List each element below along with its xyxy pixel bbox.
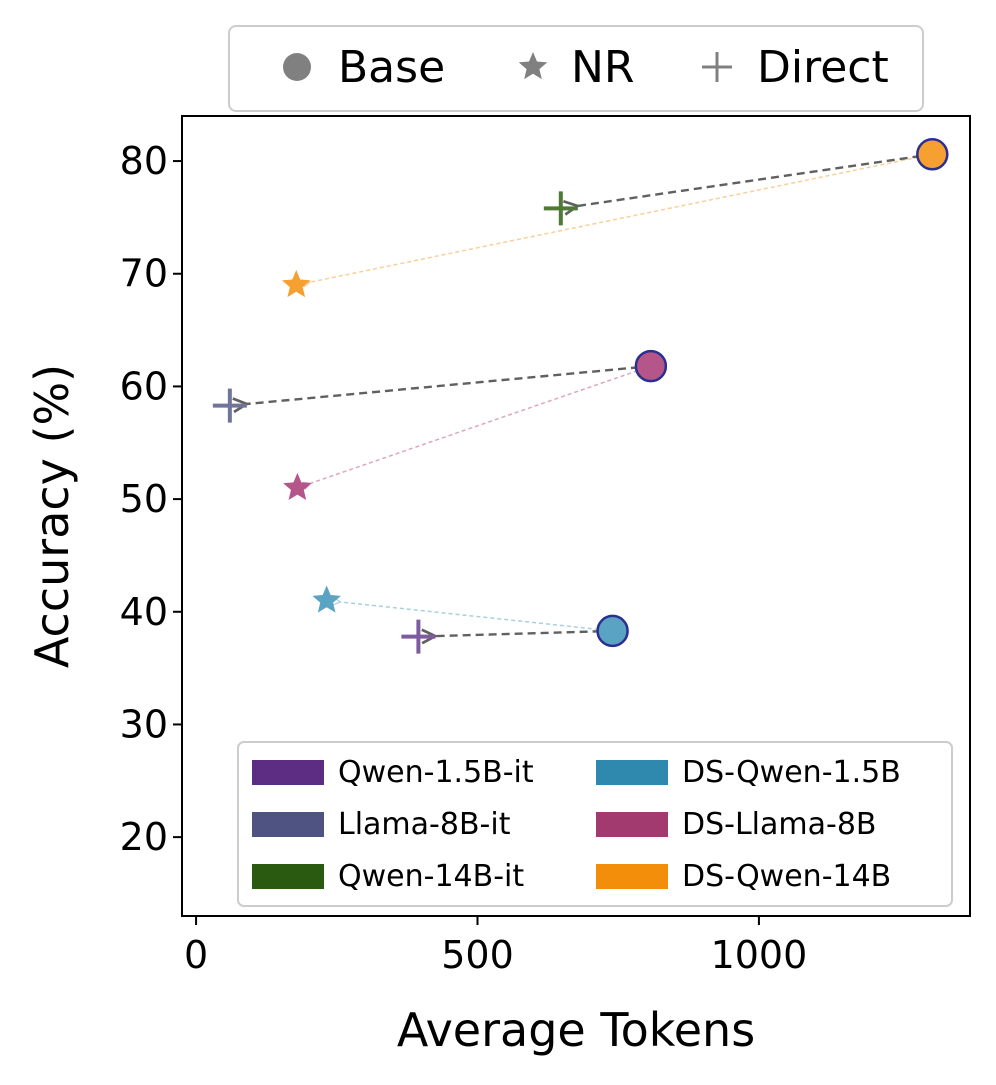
legend-label: Qwen-1.5B-it [338, 755, 534, 790]
base-point [916, 138, 949, 171]
legend-swatch [252, 812, 324, 837]
nr-arrow [341, 602, 613, 632]
legend-item-ds-qwen-14b: DS-Qwen-14B [596, 859, 891, 894]
legend-label: Qwen-14B-it [338, 859, 524, 894]
nr-point [283, 472, 312, 500]
marker-legend: Base NR Direct [228, 25, 924, 112]
star-icon [518, 52, 548, 80]
x-axis-label: Average Tokens [397, 1003, 755, 1057]
base-point [596, 614, 629, 648]
legend-item-nr: NR [518, 42, 635, 93]
nr-arrow [311, 365, 652, 483]
legend-label: DS-Llama-8B [682, 807, 877, 842]
legend-swatch [252, 864, 324, 889]
base-point [634, 349, 668, 383]
legend-item-qwen-1-5b-it: Qwen-1.5B-it [252, 755, 534, 790]
nr-arrow [310, 153, 933, 282]
y-tick-label: 80 [120, 139, 168, 183]
legend-label-base: Base [338, 42, 445, 93]
legend-label-nr: NR [571, 42, 635, 93]
arrows-layer [247, 151, 947, 637]
x-axis: 0 500 1000 [184, 916, 807, 977]
direct-arrow [578, 151, 947, 206]
legend-item-base: Base [283, 42, 445, 93]
model-legend: Qwen-1.5B-it Llama-8B-it Qwen-14B-it DS-Qwe… [237, 741, 953, 907]
points-layer [212, 138, 949, 654]
legend-swatch [252, 760, 324, 785]
y-axis: 20 30 40 50 60 70 80 [120, 139, 182, 859]
legend-item-ds-qwen-1-5b: DS-Qwen-1.5B [596, 755, 901, 790]
legend-label: DS-Qwen-14B [682, 859, 891, 894]
direct-arrow [435, 631, 627, 637]
x-tick-label: 500 [441, 933, 514, 977]
y-tick-label: 50 [120, 477, 168, 521]
nr-point [281, 270, 311, 298]
circle-icon [283, 53, 311, 81]
legend-label-direct: Direct [757, 42, 889, 93]
x-tick-label: 0 [184, 933, 208, 977]
y-tick-label: 40 [120, 590, 168, 634]
direct-point [401, 619, 436, 654]
direct-point [212, 388, 247, 423]
legend-item-llama-8b-it: Llama-8B-it [252, 807, 511, 842]
legend-label: DS-Qwen-1.5B [682, 755, 901, 790]
direct-point [543, 191, 578, 226]
x-tick-label: 1000 [711, 933, 808, 977]
legend-item-ds-llama-8b: DS-Llama-8B [596, 807, 877, 842]
direct-arrow [247, 363, 665, 404]
plus-icon [702, 52, 732, 82]
legend-item-qwen-14b-it: Qwen-14B-it [252, 859, 524, 894]
legend-swatch [596, 760, 668, 785]
legend-swatch [596, 812, 668, 837]
legend-swatch [596, 864, 668, 889]
nr-point [312, 585, 341, 613]
y-tick-label: 70 [120, 252, 168, 296]
y-tick-label: 30 [120, 702, 168, 746]
legend-item-direct: Direct [702, 42, 889, 93]
y-tick-label: 20 [120, 815, 168, 859]
legend-label: Llama-8B-it [338, 807, 511, 842]
y-tick-label: 60 [120, 364, 168, 408]
y-axis-label: Accuracy (%) [25, 364, 79, 668]
